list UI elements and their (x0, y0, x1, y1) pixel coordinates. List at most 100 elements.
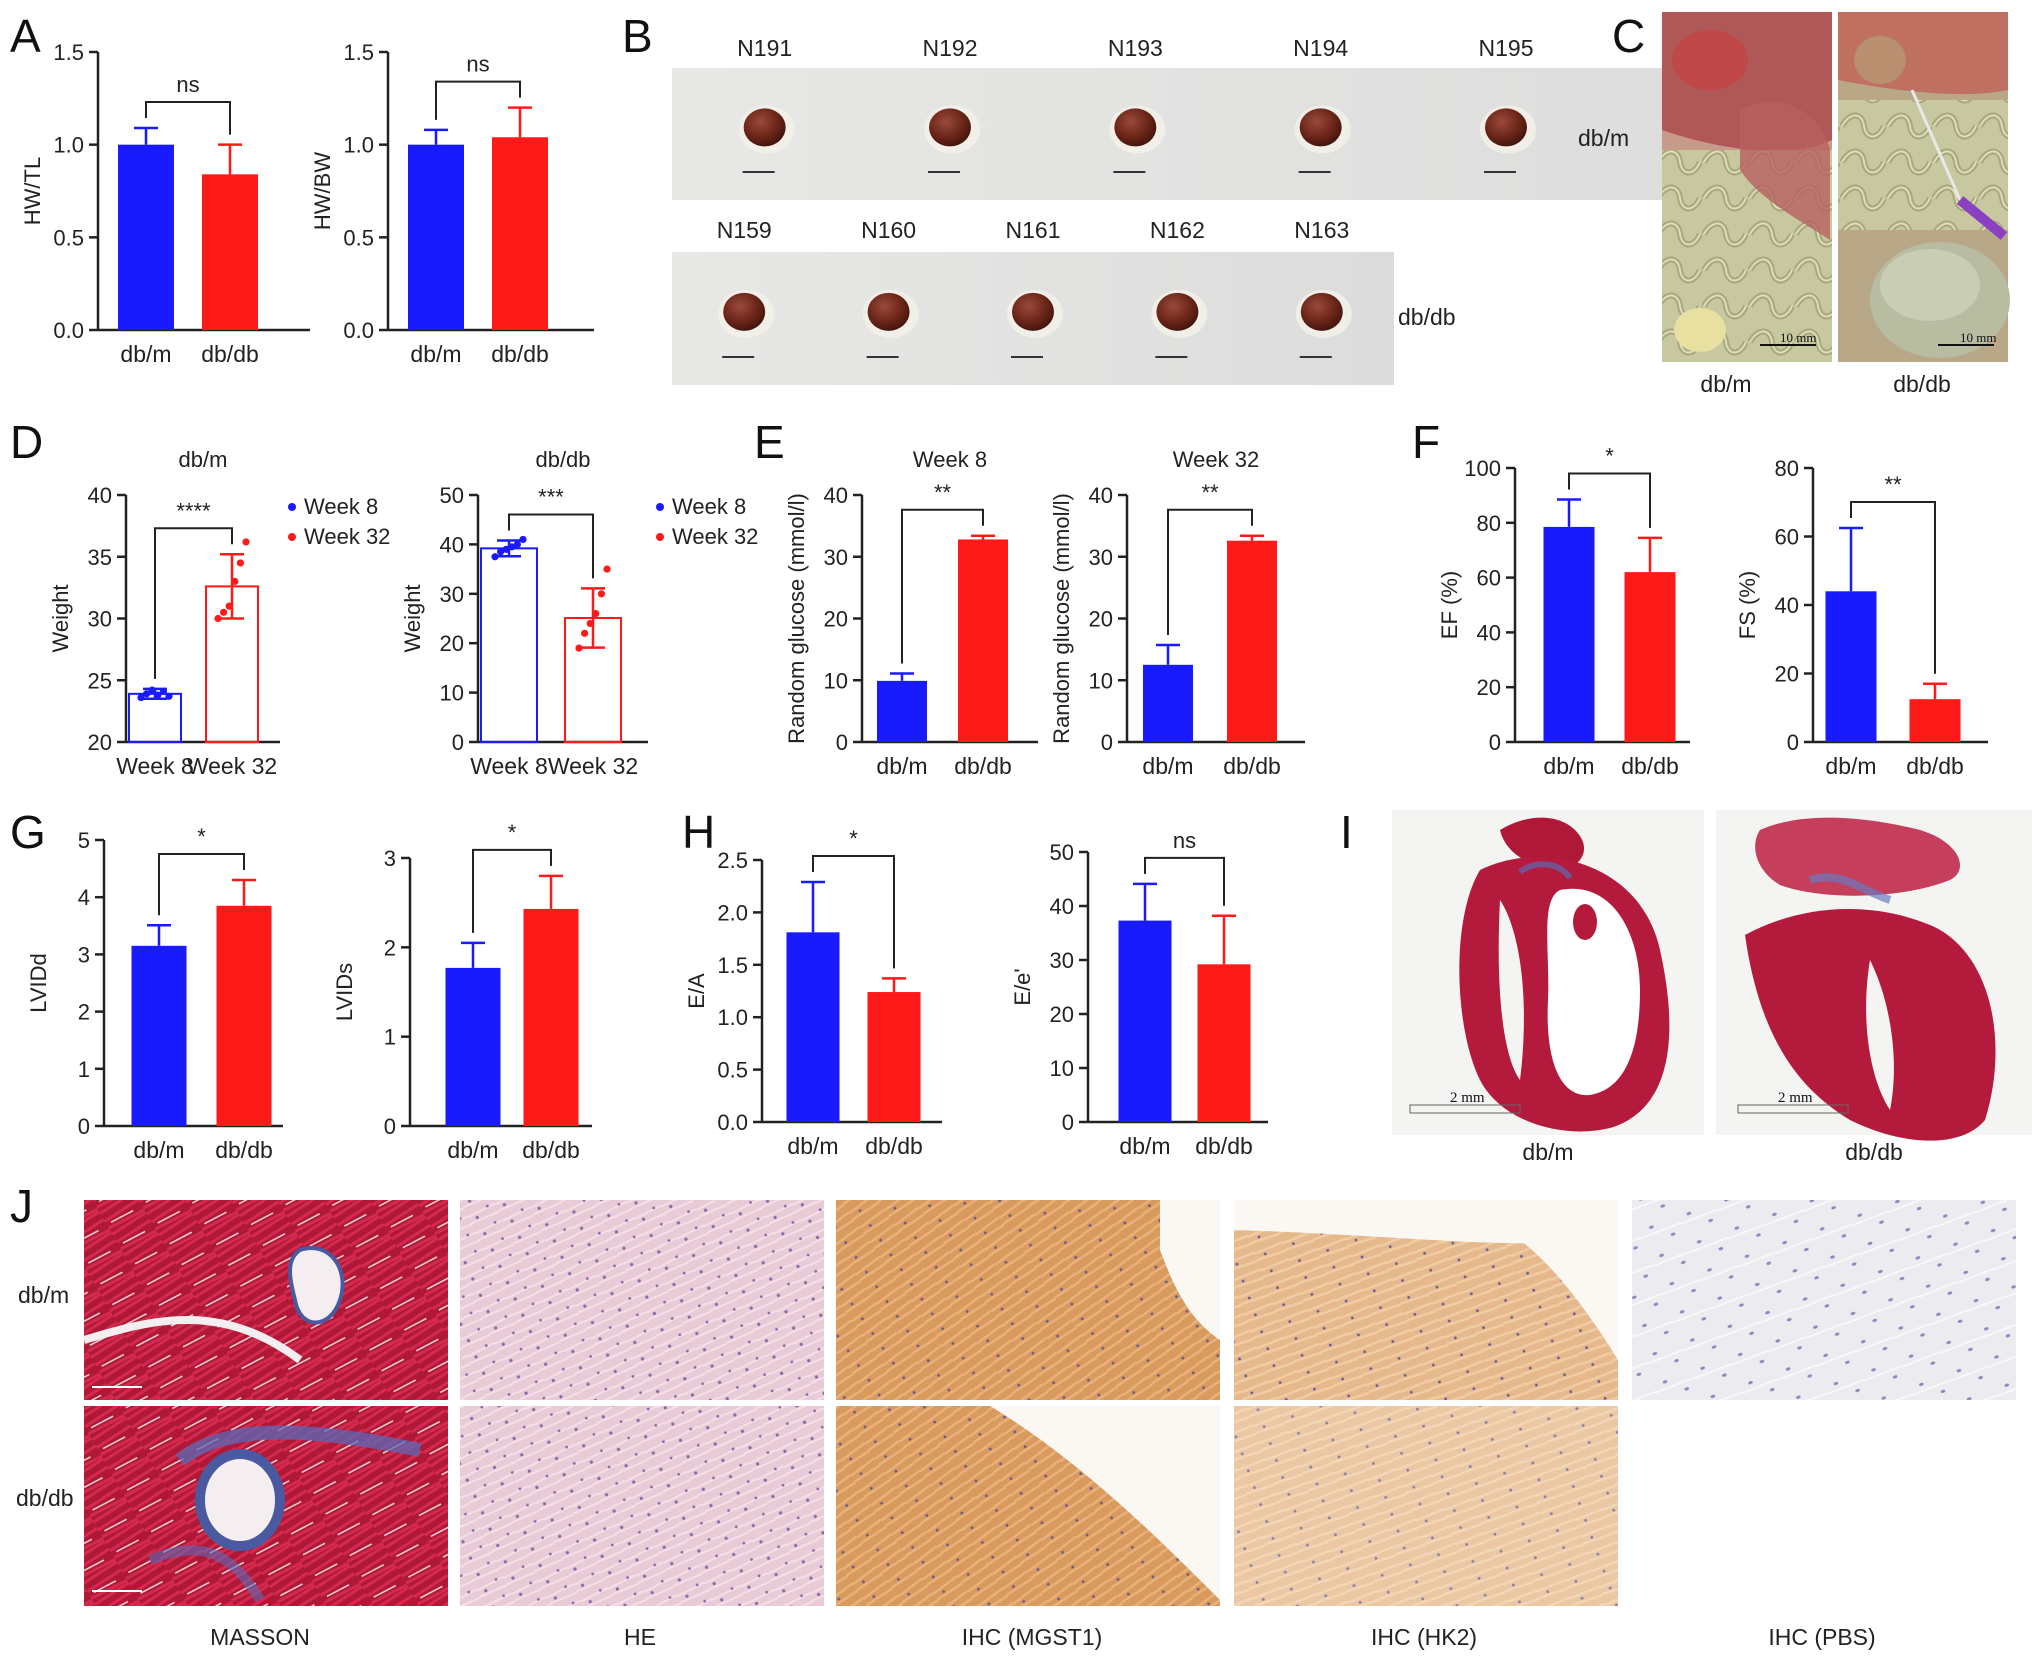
x-category-label: db/m (447, 1137, 498, 1163)
heart-section-db-m: 2 mm (1409, 817, 1670, 1132)
bar-db-db (523, 908, 579, 1126)
y-tick-label: 0.0 (717, 1110, 748, 1135)
y-tick-label: 1.0 (53, 133, 84, 158)
heart-photo-n162 (1156, 292, 1199, 331)
heart-photo-n194 (1299, 108, 1342, 147)
dissection-photo-db-db: 10 mm (1838, 12, 2010, 362)
y-tick-label: 0 (452, 730, 464, 755)
data-point (513, 540, 522, 549)
panel-letter-j: J (10, 1180, 33, 1232)
y-tick-label: 10 (1089, 668, 1113, 693)
y-tick-label: 20 (824, 607, 848, 632)
significance-bracket (1850, 500, 1936, 674)
significance-label: * (197, 824, 206, 849)
y-axis-title: LVIDs (332, 963, 357, 1021)
y-tick-label: 1.0 (717, 1005, 748, 1030)
dissection-photo-db-m: 10 mm (1662, 12, 1832, 362)
bar-db-db (1197, 964, 1251, 1122)
data-point (143, 690, 151, 698)
panel-i-label-db-m: db/m (1522, 1139, 1573, 1165)
panel-letter-b: B (622, 10, 653, 62)
legend-marker (656, 533, 664, 541)
panel-b-group-label-db-m: db/m (1578, 125, 1629, 151)
y-tick-label: 0 (78, 1114, 90, 1139)
x-category-label: db/m (1543, 753, 1594, 779)
y-tick-label: 1.5 (343, 40, 374, 65)
bar-db-m (118, 144, 174, 330)
bar-db-db (216, 905, 272, 1126)
significance-bracket (435, 80, 521, 120)
x-category-label: db/db (865, 1133, 923, 1159)
data-point (225, 602, 233, 610)
panel-j-col-label-masson: MASSON (210, 1624, 310, 1650)
data-point (231, 577, 239, 586)
significance-label: * (508, 820, 517, 845)
photo-strip-db-m (672, 68, 1784, 200)
data-point (603, 565, 611, 573)
y-tick-label: 0 (1787, 730, 1799, 755)
heart-photo-n163 (1300, 292, 1343, 331)
heart-photo-n161 (1012, 292, 1054, 331)
bar-db-db (492, 137, 548, 330)
y-tick-label: 35 (88, 545, 112, 570)
data-point (502, 545, 510, 553)
y-tick-label: 2 (384, 935, 396, 960)
y-tick-label: 0 (1101, 730, 1113, 755)
x-category-label: db/m (410, 341, 461, 367)
bar-db-m (786, 932, 840, 1122)
data-point (236, 559, 244, 567)
data-point (137, 693, 145, 702)
x-category-label: db/m (787, 1133, 838, 1159)
data-point (154, 691, 162, 699)
y-axis-title: HW/TL (20, 157, 45, 225)
data-point (165, 692, 173, 700)
sample-label: N159 (717, 217, 772, 243)
histo-ihc-mgst1-db-m (836, 1200, 1220, 1400)
x-category-label: db/m (876, 753, 927, 779)
x-category-label: db/db (201, 341, 259, 367)
y-tick-label: 30 (440, 582, 464, 607)
y-tick-label: 20 (1775, 662, 1799, 687)
y-tick-label: 30 (1050, 948, 1074, 973)
bar-db-m (1543, 526, 1595, 742)
chart-fs: 0 20 40 60 80 FS (%) db/m db/db ** (1735, 456, 1988, 779)
y-axis-title: Random glucose (mmol/l) (784, 493, 809, 744)
y-tick-label: 50 (440, 483, 464, 508)
y-tick-label: 4 (78, 885, 90, 910)
y-tick-label: 80 (1775, 456, 1799, 481)
chart-hw-tl: 0.0 0.5 1.0 1.5 HW/TL db/m db/db ns (20, 40, 310, 367)
y-tick-label: 20 (88, 730, 112, 755)
sample-label: N161 (1006, 217, 1061, 243)
panel-letter-f: F (1412, 416, 1440, 468)
heart-photo-n160 (867, 292, 910, 331)
y-tick-label: 20 (1477, 675, 1501, 700)
y-axis-title: LVIDd (26, 953, 51, 1013)
y-tick-label: 40 (88, 483, 112, 508)
x-category-label: db/db (491, 341, 549, 367)
x-category-label: db/m (1119, 1133, 1170, 1159)
y-tick-label: 40 (1477, 620, 1501, 645)
y-tick-label: 60 (1775, 525, 1799, 550)
y-axis-title: E/A (684, 973, 709, 1009)
y-tick-label: 1 (384, 1025, 396, 1050)
y-tick-label: 100 (1464, 456, 1501, 481)
scale-c-db-m: 10 mm (1780, 330, 1816, 345)
chart-title: db/db (535, 447, 590, 472)
y-axis-title: Random glucose (mmol/l) (1049, 493, 1074, 744)
significance-bracket (158, 853, 245, 916)
bar-db-m (445, 967, 501, 1126)
panel-c-label-db-db: db/db (1893, 371, 1951, 397)
panel-c-label-db-m: db/m (1700, 371, 1751, 397)
y-tick-label: 10 (440, 681, 464, 706)
significance-bracket (812, 855, 895, 969)
bar-week-8 (480, 547, 538, 743)
panel-i-label-db-db: db/db (1845, 1139, 1903, 1165)
panel-j-col-label-ihc-hk2: IHC (HK2) (1371, 1624, 1477, 1650)
significance-label: ns (176, 72, 199, 97)
x-category-label: db/db (1223, 753, 1281, 779)
data-point (592, 609, 600, 618)
significance-label: **** (176, 498, 211, 523)
data-point (519, 535, 527, 544)
data-point (497, 548, 505, 556)
